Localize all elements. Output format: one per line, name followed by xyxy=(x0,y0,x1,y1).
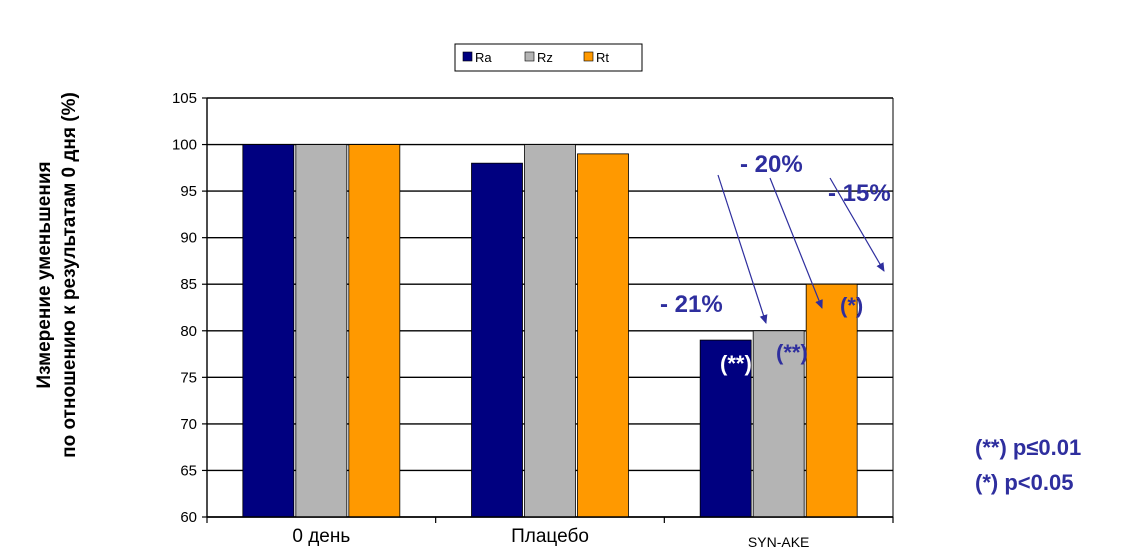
y-tick-label: 60 xyxy=(180,509,197,526)
y-tick-label: 80 xyxy=(180,323,197,340)
bar-ra-2 xyxy=(699,339,752,518)
significance-label-ra: (**) xyxy=(720,351,752,376)
bar-rz-0 xyxy=(295,144,348,518)
arrow-rt xyxy=(829,177,885,272)
y-tick-label: 65 xyxy=(180,462,197,479)
significance-label-rz: (**) xyxy=(776,340,808,365)
category-label: Плацебо xyxy=(511,526,589,547)
legend-swatch-ra xyxy=(462,51,473,62)
bar-rt-0 xyxy=(348,144,401,518)
legend-swatch-rt xyxy=(583,51,594,62)
legend-label-rz: Rz xyxy=(537,50,553,65)
footnote-p005: (*) p<0.05 xyxy=(975,470,1073,495)
y-tick-label: 105 xyxy=(172,90,197,107)
bar-ra-1 xyxy=(471,162,523,518)
y-tick-label: 70 xyxy=(180,416,197,433)
footnote-p001: (**) p≤0.01 xyxy=(975,435,1081,460)
legend-label-rt: Rt xyxy=(596,50,609,65)
y-axis-label-line-2: по отношению к результатам 0 дня (%) xyxy=(59,92,80,458)
percent-label-ra: - 21% xyxy=(660,291,723,318)
bars xyxy=(242,144,858,518)
legend-box xyxy=(454,43,643,72)
y-tick-label: 100 xyxy=(172,137,197,154)
y-tick-label: 95 xyxy=(180,183,197,200)
y-tick-label: 90 xyxy=(180,230,197,247)
y-tick-label: 85 xyxy=(180,276,197,293)
bar-rz-1 xyxy=(524,144,576,518)
y-tick-label: 75 xyxy=(180,369,197,386)
y-axis-label-line-1: Измерение уменьшения xyxy=(34,161,55,388)
significance-label-rt: (*) xyxy=(840,293,863,318)
bar-rz-2 xyxy=(752,330,805,518)
legend-label-ra: Ra xyxy=(475,50,492,65)
bar-rt-2 xyxy=(805,283,858,518)
category-label: 0 день xyxy=(292,526,350,547)
percent-label-rz: - 20% xyxy=(740,151,803,178)
y-tick-labels: 60 65 70 75 80 85 90 95 100 105 xyxy=(172,90,197,526)
axes xyxy=(206,98,894,523)
category-label: SYN-AKE xyxy=(748,534,809,550)
legend-swatch-rz xyxy=(524,51,535,62)
legend: Ra Rz Rt xyxy=(454,43,643,72)
percent-label-rt: - 15% xyxy=(828,180,891,207)
arrow-ra xyxy=(717,174,768,324)
bar-ra-0 xyxy=(242,144,295,518)
category-labels: 0 день Плацебо SYN-AKE xyxy=(292,526,809,550)
arrow-rz xyxy=(769,177,823,309)
bar-rt-1 xyxy=(577,153,629,518)
